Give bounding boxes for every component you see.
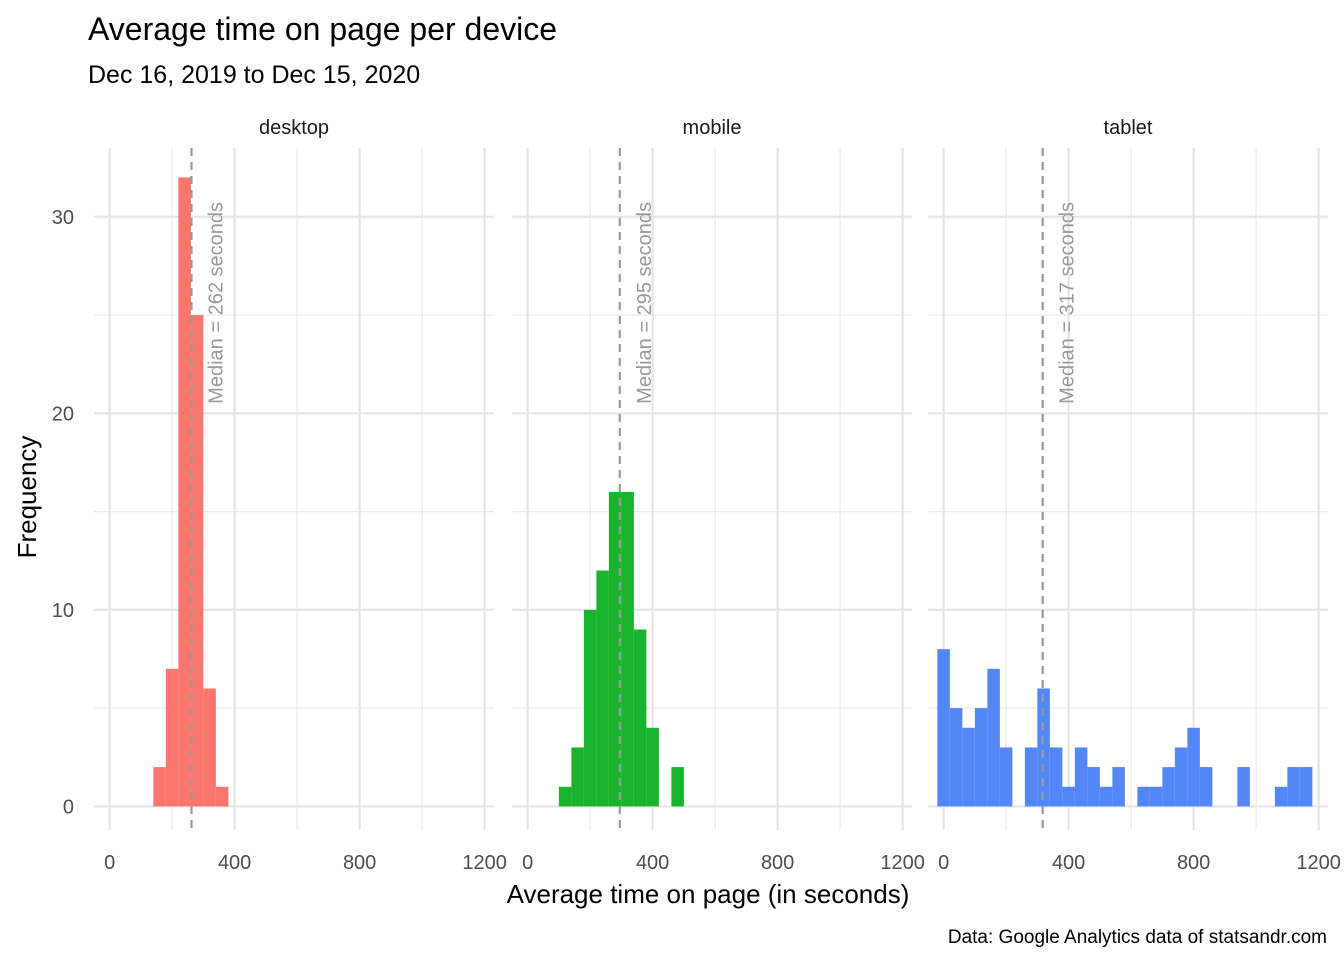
histogram-bar [1187, 727, 1200, 807]
histogram-bar [153, 767, 166, 807]
histogram-bar [571, 747, 584, 807]
facet-label: tablet [1104, 117, 1153, 139]
histogram-bar [1199, 767, 1213, 807]
x-tick-label: 0 [522, 852, 533, 874]
y-tick-label: 0 [63, 796, 74, 818]
histogram-bar [962, 727, 975, 807]
histogram-bar [1087, 767, 1100, 807]
x-tick-label: 1200 [1296, 852, 1341, 874]
histogram-bar [1174, 747, 1188, 807]
chart-title: Average time on page per device [88, 11, 557, 47]
histogram-bar [1274, 786, 1288, 807]
histogram-bar [1074, 747, 1088, 807]
y-tick-label: 30 [52, 207, 74, 229]
histogram-bar [646, 727, 659, 807]
x-tick-label: 400 [218, 852, 251, 874]
median-label: Median = 317 seconds [1057, 202, 1079, 404]
histogram-bar [203, 688, 216, 807]
panel-desktop: Median = 262 seconds desktop 0 400 800 1200 [94, 117, 507, 874]
panel-mobile: Median = 295 seconds mobile 0 400 800 1200 [512, 117, 925, 874]
histogram-bar [165, 668, 179, 807]
histogram-bar [608, 491, 622, 807]
histogram-bar [1299, 767, 1313, 807]
median-label: Median = 295 seconds [634, 202, 656, 404]
y-tick-label: 10 [52, 600, 74, 622]
histogram-bar [949, 708, 963, 807]
histogram-bar [178, 177, 191, 807]
histogram-bar [633, 629, 647, 807]
histogram-bar [596, 570, 609, 807]
x-tick-label: 800 [343, 852, 376, 874]
x-tick-label: 400 [636, 852, 669, 874]
y-axis-ticks: 0 10 20 30 [52, 207, 74, 819]
facet-label: desktop [259, 117, 329, 139]
median-label: Median = 262 seconds [206, 202, 228, 404]
histogram-bar [671, 767, 684, 807]
histogram-bar [937, 649, 950, 807]
histogram-bar [621, 491, 634, 807]
histogram-bar [1149, 786, 1163, 807]
x-tick-label: 800 [1177, 852, 1210, 874]
histogram-bar [558, 786, 572, 807]
histogram-bar [1237, 767, 1250, 807]
histogram-bar [1049, 747, 1063, 807]
chart-subtitle: Dec 16, 2019 to Dec 15, 2020 [88, 61, 420, 89]
histogram-bar [1037, 688, 1050, 807]
facet-label: mobile [683, 117, 742, 139]
x-tick-label: 1200 [880, 852, 925, 874]
x-tick-label: 400 [1052, 852, 1085, 874]
histogram-bar [1162, 767, 1175, 807]
x-tick-label: 0 [104, 852, 115, 874]
histogram-bar [1099, 786, 1113, 807]
histogram-bar [1112, 767, 1125, 807]
chart-caption: Data: Google Analytics data of statsandr… [948, 927, 1327, 948]
histogram-bar [987, 668, 1000, 807]
x-tick-label: 800 [761, 852, 794, 874]
histogram-bar [974, 708, 988, 807]
histogram-bar [583, 609, 597, 807]
histogram-bar [215, 786, 229, 807]
x-tick-label: 1200 [462, 852, 507, 874]
histogram-bar [1137, 786, 1150, 807]
x-axis-title: Average time on page (in seconds) [507, 879, 910, 909]
histogram-bar [1287, 767, 1300, 807]
x-tick-label: 0 [938, 852, 949, 874]
histogram-bar [1062, 786, 1075, 807]
histogram-bar [1024, 747, 1038, 807]
panel-tablet: Median = 317 seconds tablet 0 400 800 1200 [928, 117, 1341, 874]
y-tick-label: 20 [52, 403, 74, 425]
y-axis-title: Frequency [12, 436, 42, 559]
histogram-bar [190, 315, 204, 807]
histogram-bar [999, 747, 1013, 807]
